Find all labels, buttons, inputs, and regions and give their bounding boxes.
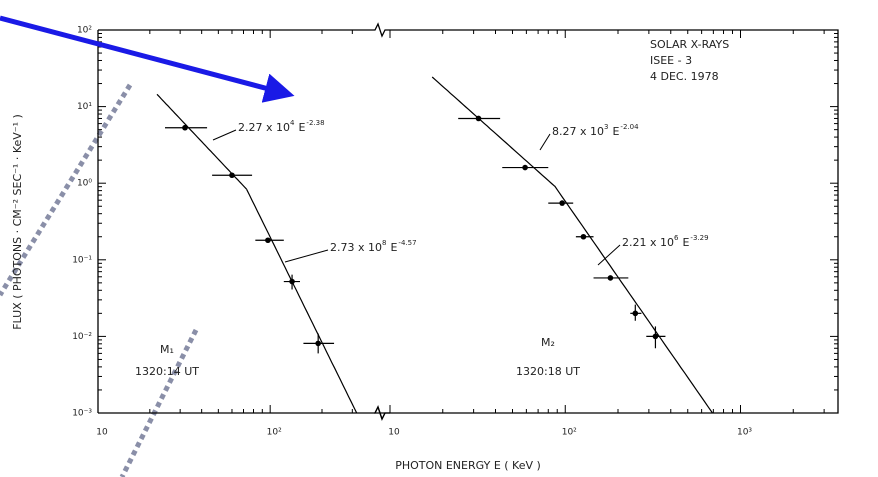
fit-label-part: 6 [674,234,679,242]
fit-label-part: 4 [290,119,295,127]
axis-frame [98,22,839,421]
leader-line [597,244,621,266]
fit-label: 2.73 x 108 E-4.57 [330,239,417,254]
y-tick-label: 10¹ [77,102,92,112]
fit-label-part: 8.27 x 10 [552,125,604,138]
flare-label: M₁ [160,343,174,356]
fit-label-part: E [612,125,619,138]
leader-line [539,133,551,151]
fit-label-part: 2.73 x 10 [330,241,382,254]
fit-line [554,185,713,414]
data-point [580,233,587,240]
y-tick-label: 10⁰ [77,179,92,189]
fit-label-part: -3.29 [690,234,708,242]
fit-label-part: E [682,236,689,249]
data-point [315,340,321,347]
flare-label: M₂ [541,336,555,349]
x-tick-label: 10² [562,428,577,438]
annotation: SOLAR X-RAYS [650,38,729,51]
data-point [522,164,528,171]
y-tick-label: 10⁻¹ [72,255,92,265]
fit-label-part: 2.27 x 10 [238,121,290,134]
x-tick-label: 10² [267,428,282,438]
x-tick-label: 10 [96,428,108,438]
data-point [265,237,271,244]
fit-label-part: E [390,241,397,254]
fit-label-part: 8 [382,239,386,247]
x-axis-label: PHOTON ENERGY E ( KeV ) [395,459,541,472]
data-point [632,310,639,317]
flare-time: 1320:14 UT [135,365,199,378]
y-tick-label: 10⁻² [72,332,92,342]
fit-label-part: -2.38 [306,119,324,127]
data-point [607,275,614,281]
fit-line [246,189,358,414]
fit-label-part: 2.21 x 10 [622,236,674,249]
fit-label: 8.27 x 103 E-2.04 [552,123,639,138]
data-point [229,172,235,179]
annotation: 4 DEC. 1978 [650,70,719,83]
fit-line [431,76,556,187]
data-point [182,124,188,131]
fit-label: 2.27 x 104 E-2.38 [238,119,325,134]
fit-label-part: 3 [604,123,608,131]
annotation: ISEE - 3 [650,54,692,67]
axis-frame [97,30,390,421]
fit-label-part: -4.57 [398,239,416,247]
data-point [559,200,565,206]
data-point [289,278,295,285]
x-tick-label: 10 [388,428,400,438]
y-tick-label: 10² [77,26,92,36]
arrow-overlay [0,15,295,103]
fit-label-part: -2.04 [620,123,639,131]
data-point [652,333,659,340]
data-point [475,115,482,122]
y-axis-label: FLUX ( PHOTONS · CM⁻² SEC⁻¹ · KeV⁻¹ ) [11,114,24,330]
fit-label-part: E [298,121,305,134]
flare-time: 1320:18 UT [516,365,580,378]
leader-line [212,129,237,141]
x-tick-label: 10³ [737,428,752,438]
leader-line [284,249,329,263]
y-tick-label: 10⁻³ [72,409,92,419]
fit-label: 2.21 x 106 E-3.29 [622,234,709,249]
dotted-overlay [119,328,199,477]
